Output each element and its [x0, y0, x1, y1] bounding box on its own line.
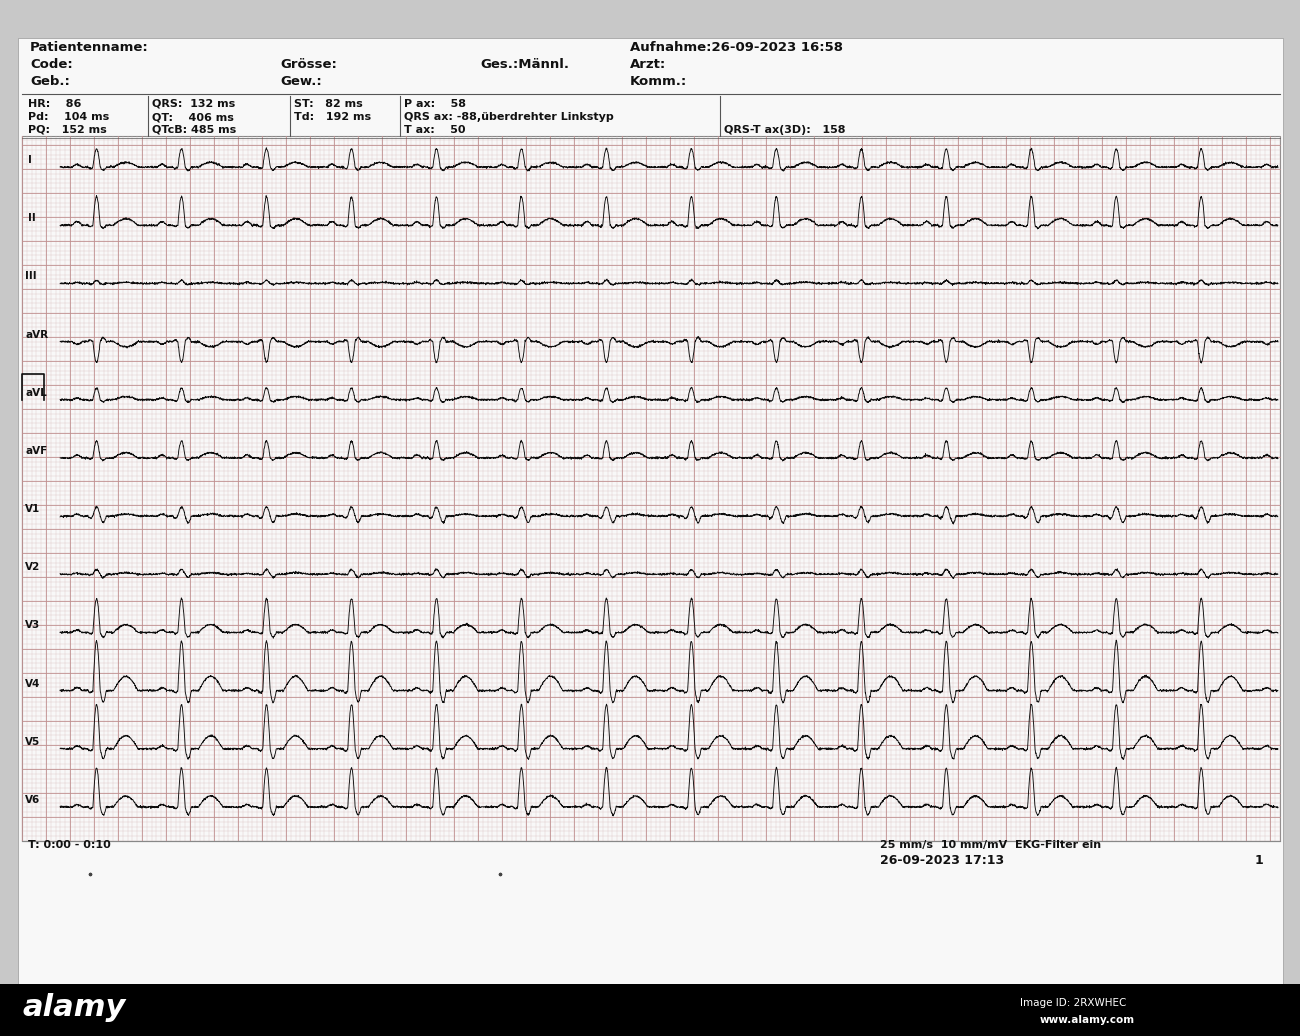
Text: QTcB: 485 ms: QTcB: 485 ms [152, 125, 237, 135]
Text: Image ID: 2RXWHEC: Image ID: 2RXWHEC [1020, 998, 1126, 1008]
Text: Td:   192 ms: Td: 192 ms [294, 112, 370, 122]
Text: Pd:    104 ms: Pd: 104 ms [29, 112, 109, 122]
Text: Geb.:: Geb.: [30, 75, 70, 88]
Text: T ax:    50: T ax: 50 [404, 125, 465, 135]
Text: 1: 1 [1254, 854, 1264, 867]
Text: Grösse:: Grösse: [280, 58, 337, 71]
Text: aVL: aVL [25, 387, 47, 398]
Text: PQ:   152 ms: PQ: 152 ms [29, 125, 107, 135]
Text: aVR: aVR [25, 329, 48, 340]
Text: alamy: alamy [22, 992, 125, 1021]
Text: QRS-T ax(3D):   158: QRS-T ax(3D): 158 [724, 125, 845, 135]
Bar [22, 136, 1280, 841]
Text: 25 mm/s  10 mm/mV  EKG-Filter ein: 25 mm/s 10 mm/mV EKG-Filter ein [880, 840, 1101, 850]
Text: I: I [29, 155, 32, 165]
Text: Aufnahme:26-09-2023 16:58: Aufnahme:26-09-2023 16:58 [630, 41, 842, 54]
Text: Code:: Code: [30, 58, 73, 71]
Text: V6: V6 [25, 795, 40, 805]
Text: Patientenname:: Patientenname: [30, 41, 148, 54]
Text: QT:    406 ms: QT: 406 ms [152, 112, 234, 122]
Text: T: 0:00 - 0:10: T: 0:00 - 0:10 [29, 840, 110, 850]
Text: Ges.:Männl.: Ges.:Männl. [480, 58, 569, 71]
Text: III: III [25, 271, 36, 282]
Bar [0, 984, 1300, 1036]
Text: aVF: aVF [25, 445, 47, 456]
Text: Komm.:: Komm.: [630, 75, 688, 88]
Text: www.alamy.com: www.alamy.com [1040, 1015, 1135, 1025]
Text: V3: V3 [25, 621, 40, 631]
Text: QRS:  132 ms: QRS: 132 ms [152, 99, 235, 109]
Text: ST:   82 ms: ST: 82 ms [294, 99, 363, 109]
Text: 26-09-2023 17:13: 26-09-2023 17:13 [880, 854, 1004, 867]
Text: V2: V2 [25, 563, 40, 572]
Text: HR:    86: HR: 86 [29, 99, 82, 109]
Text: Arzt:: Arzt: [630, 58, 666, 71]
Text: II: II [29, 213, 36, 223]
Text: QRS ax: -88,überdrehter Linkstyp: QRS ax: -88,überdrehter Linkstyp [404, 112, 614, 122]
Text: V1: V1 [25, 505, 40, 514]
Text: V5: V5 [25, 737, 40, 747]
Text: V4: V4 [25, 679, 40, 689]
Text: P ax:    58: P ax: 58 [404, 99, 465, 109]
Text: Gew.:: Gew.: [280, 75, 322, 88]
